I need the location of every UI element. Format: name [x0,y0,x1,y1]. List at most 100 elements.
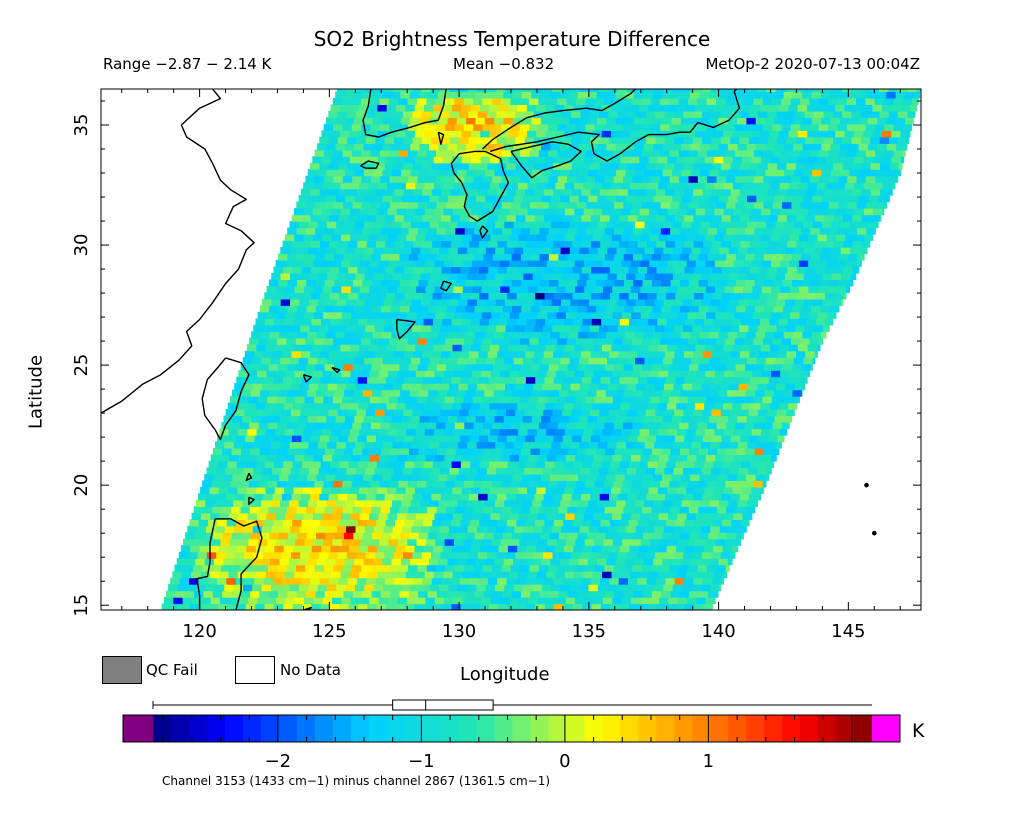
data-pixel [823,324,830,332]
data-pixel [536,486,547,494]
data-pixel [409,532,420,540]
data-pixel [254,519,265,527]
data-pixel [508,156,519,164]
data-pixel [262,525,272,533]
data-pixel [314,149,325,157]
data-pixel [474,532,485,540]
data-pixel [625,169,636,177]
data-pixel [718,331,729,339]
data-pixel [599,350,610,358]
data-pixel [463,538,474,546]
data-pixel [340,486,351,494]
data-pixel [511,253,522,261]
data-pixel [688,123,698,131]
data-pixel [683,551,694,559]
data-pixel [368,344,379,352]
data-pixel [634,195,645,203]
data-pixel [711,350,722,358]
data-pixel [435,123,446,131]
data-pixel [450,162,460,170]
data-pixel [405,130,416,138]
data-pixel [606,558,617,566]
data-pixel [404,603,415,610]
data-pixel [601,402,612,410]
data-pixel [438,558,449,566]
data-pixel [722,104,733,112]
data-pixel [745,279,756,287]
data-pixel [659,538,670,546]
data-pixel [448,499,458,507]
data-pixel [247,571,257,579]
data-pixel [527,156,538,164]
data-pixel [448,298,459,306]
data-pixel [641,480,652,488]
data-pixel [442,130,453,138]
data-pixel [465,305,476,313]
data-pixel [536,156,547,164]
data-pixel [523,298,534,306]
data-pixel [532,584,543,592]
data-pixel [228,486,238,494]
data-pixel [675,318,686,326]
data-pixel [761,370,772,378]
data-pixel [634,499,645,507]
data-pixel [678,311,688,319]
data-pixel [736,305,747,313]
data-pixel [468,467,478,475]
data-pixel [529,337,540,345]
data-pixel [315,279,326,287]
data-pixel [503,169,514,177]
data-pixel [438,117,448,125]
data-pixel [752,234,762,242]
data-pixel [818,311,828,319]
data-pixel [539,175,549,183]
data-pixel [702,577,713,585]
data-pixel [632,337,642,345]
data-pixel [682,272,693,280]
data-pixel [369,370,380,378]
data-pixel [595,253,606,261]
data-pixel [761,234,772,242]
data-pixel [898,162,903,170]
data-pixel [217,603,228,610]
data-pixel [415,571,426,579]
data-pixel [613,123,624,131]
data-pixel [604,201,615,209]
data-pixel [531,558,542,566]
data-pixel [403,350,414,358]
data-pixel [301,266,312,274]
data-pixel [455,363,466,371]
data-pixel [443,428,454,436]
data-pixel [351,311,361,319]
data-pixel [200,512,211,520]
data-pixel [475,143,486,151]
data-pixel [344,117,355,125]
data-pixel [304,597,314,605]
data-pixel [487,409,498,417]
data-pixel [475,91,486,99]
data-pixel [351,123,362,131]
data-pixel [640,311,651,319]
data-pixel [386,318,397,326]
data-pixel [445,337,456,345]
data-pixel [595,279,606,287]
data-pixel [275,370,286,378]
data-pixel [715,597,716,605]
data-pixel [274,486,285,494]
data-pixel [446,253,457,261]
data-pixel [658,344,668,352]
data-pixel [666,376,676,384]
data-pixel [499,486,509,494]
data-pixel [419,117,430,125]
data-pixel [739,188,750,196]
data-pixel [673,110,684,118]
data-pixel [239,396,250,404]
data-pixel [352,201,363,209]
data-pixel [357,292,368,300]
data-pixel [709,331,719,339]
data-pixel [500,259,510,267]
data-pixel [653,499,664,507]
data-pixel [518,571,528,579]
data-pixel [489,156,500,164]
data-pixel [616,195,627,203]
